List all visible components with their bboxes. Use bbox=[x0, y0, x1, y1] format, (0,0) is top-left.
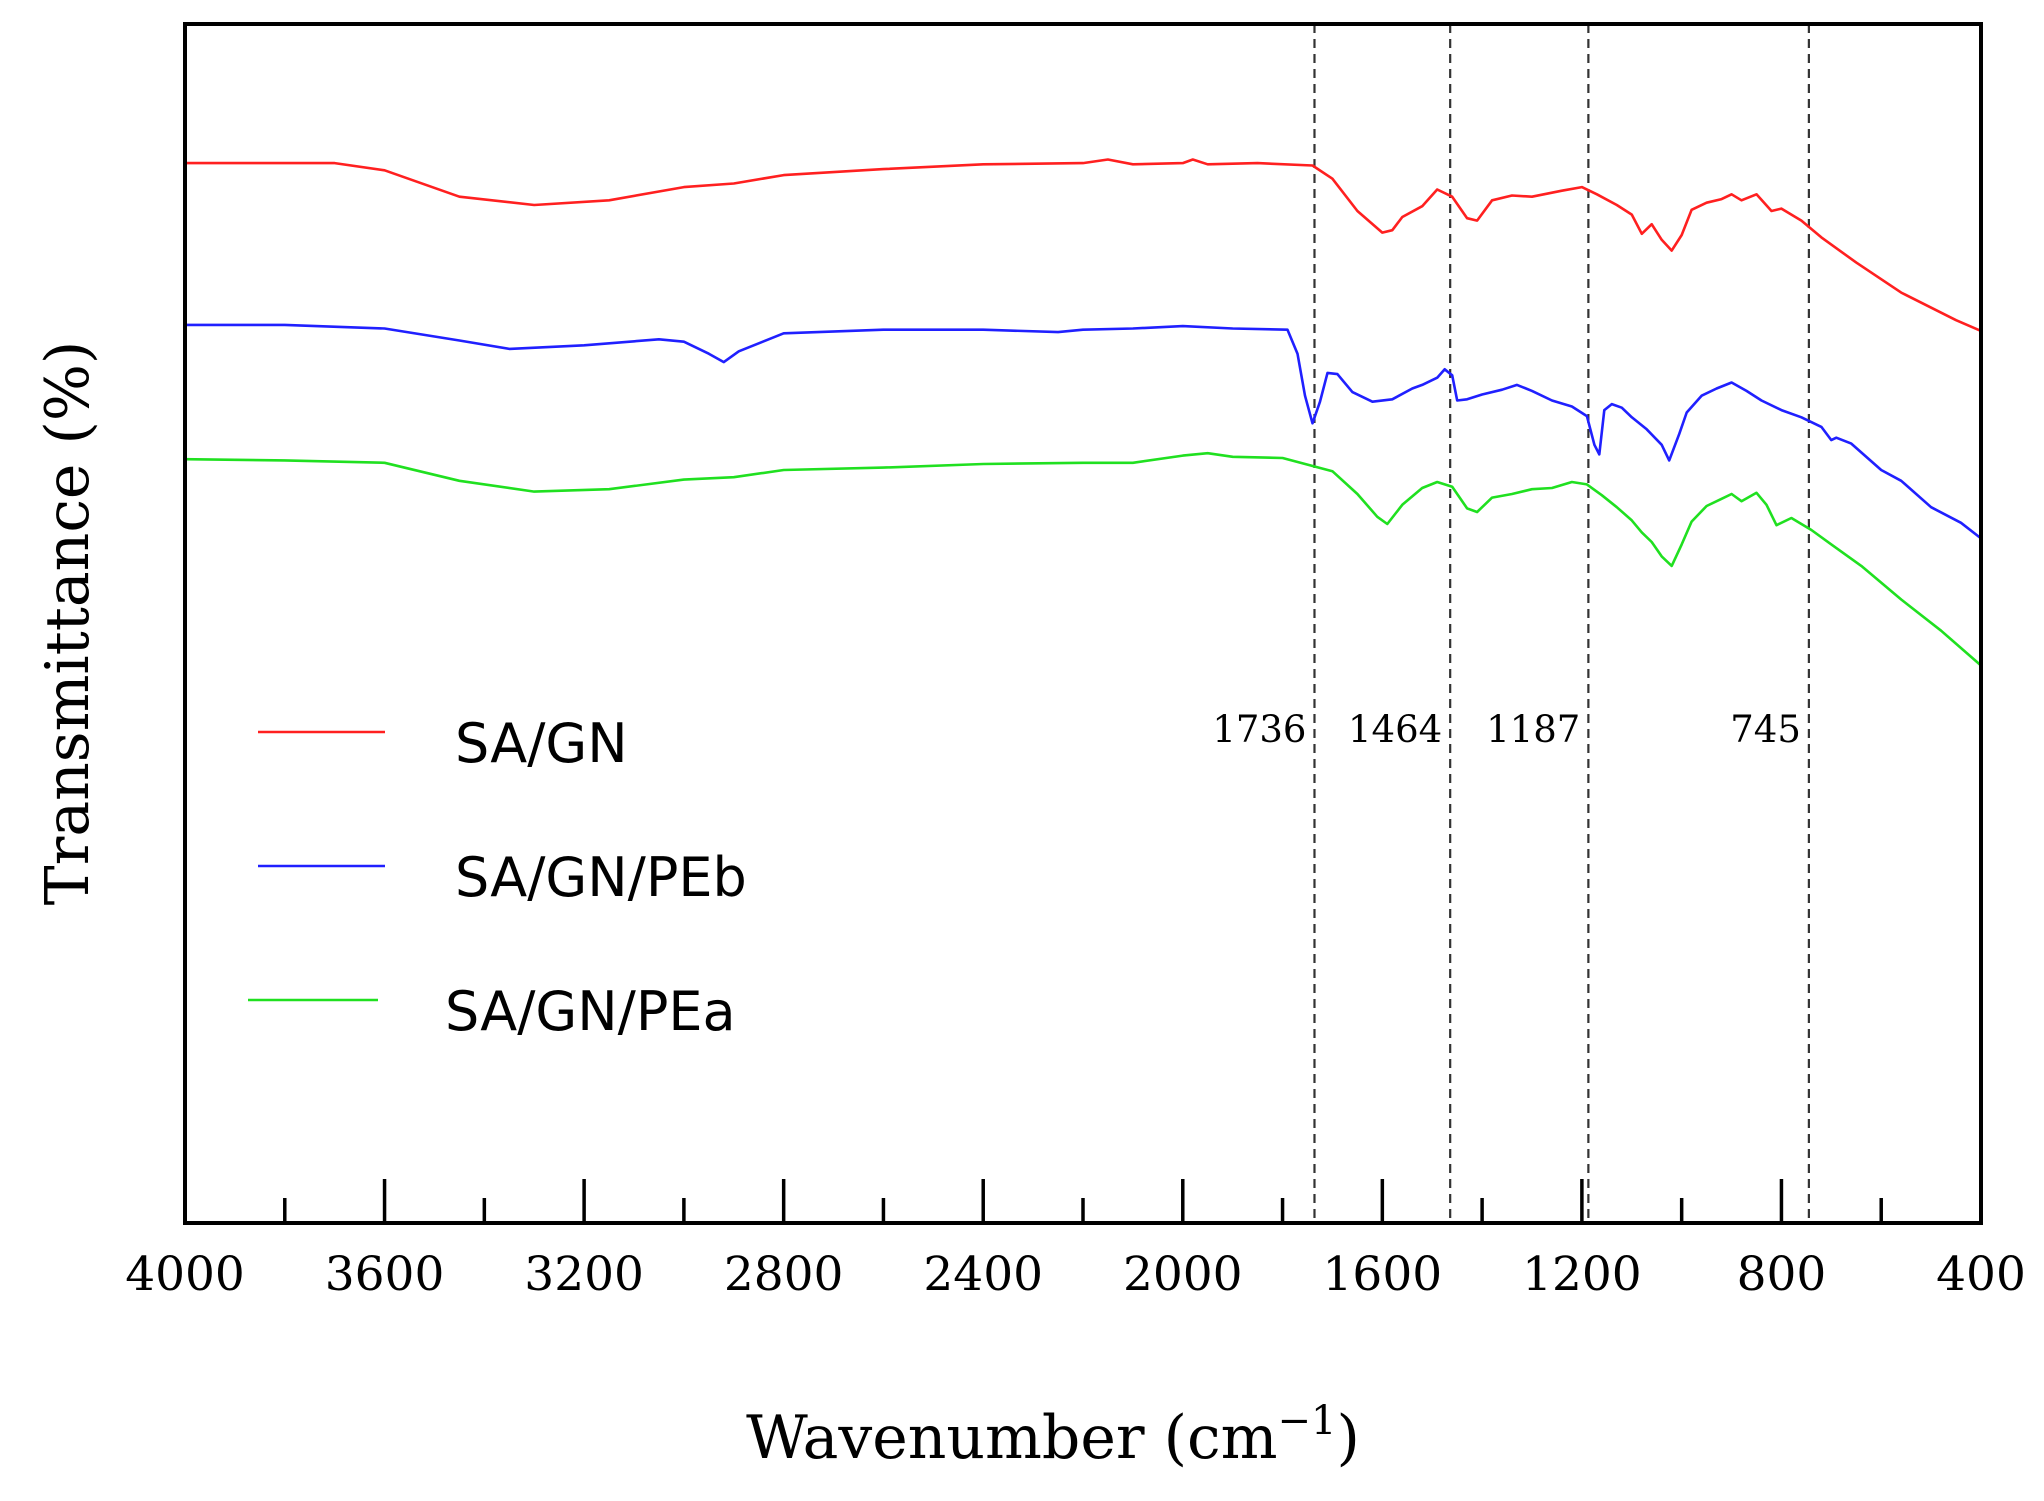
x-tick-label-2400: 2400 bbox=[923, 1247, 1043, 1302]
plot-frame bbox=[183, 22, 1983, 1225]
legend: SA/GN SA/GN/PEb SA/GN/PEa bbox=[248, 712, 747, 1043]
series-line-sa-gn bbox=[183, 158, 1983, 333]
x-tick-label-2000: 2000 bbox=[1123, 1247, 1243, 1302]
peak-annotations: 1736 1464 1187 745 bbox=[1212, 708, 1801, 751]
series-line-sa-gn-pea bbox=[183, 451, 1983, 667]
x-axis-title-text: Wavenumber (cm bbox=[746, 1403, 1277, 1473]
reference-lines bbox=[1313, 24, 1810, 1223]
legend-label-sa-gn-pea: SA/GN/PEa bbox=[445, 980, 736, 1043]
x-tick-label-800: 800 bbox=[1737, 1247, 1827, 1302]
series-line-sa-gn-peb bbox=[183, 323, 1983, 540]
peak-label-745: 745 bbox=[1730, 708, 1801, 751]
peak-label-1736: 1736 bbox=[1212, 708, 1306, 751]
x-tick-label-3600: 3600 bbox=[325, 1247, 445, 1302]
y-axis-title: Transmittance (%) bbox=[33, 341, 103, 906]
x-tick-label-3200: 3200 bbox=[524, 1247, 644, 1302]
legend-label-sa-gn-peb: SA/GN/PEb bbox=[455, 846, 747, 909]
x-tick-label-4000: 4000 bbox=[125, 1247, 245, 1302]
peak-label-1187: 1187 bbox=[1486, 708, 1580, 751]
x-axis-title-close: ) bbox=[1336, 1403, 1359, 1473]
x-tick-label-400: 400 bbox=[1936, 1247, 2026, 1302]
x-tick-label-2800: 2800 bbox=[724, 1247, 844, 1302]
peak-label-1464: 1464 bbox=[1348, 708, 1442, 751]
series-layer bbox=[183, 158, 1983, 667]
x-axis-title-superscript: −1 bbox=[1278, 1398, 1337, 1444]
x-axis-ticks bbox=[183, 1179, 1983, 1223]
x-tick-label-1200: 1200 bbox=[1522, 1247, 1642, 1302]
x-axis-title: Wavenumber (cm−1) bbox=[746, 1398, 1360, 1473]
legend-label-sa-gn: SA/GN bbox=[455, 712, 628, 775]
x-tick-label-1600: 1600 bbox=[1323, 1247, 1443, 1302]
x-axis-tick-labels: 4000 3600 3200 2800 2400 2000 1600 1200 800 400 bbox=[125, 1247, 2026, 1302]
